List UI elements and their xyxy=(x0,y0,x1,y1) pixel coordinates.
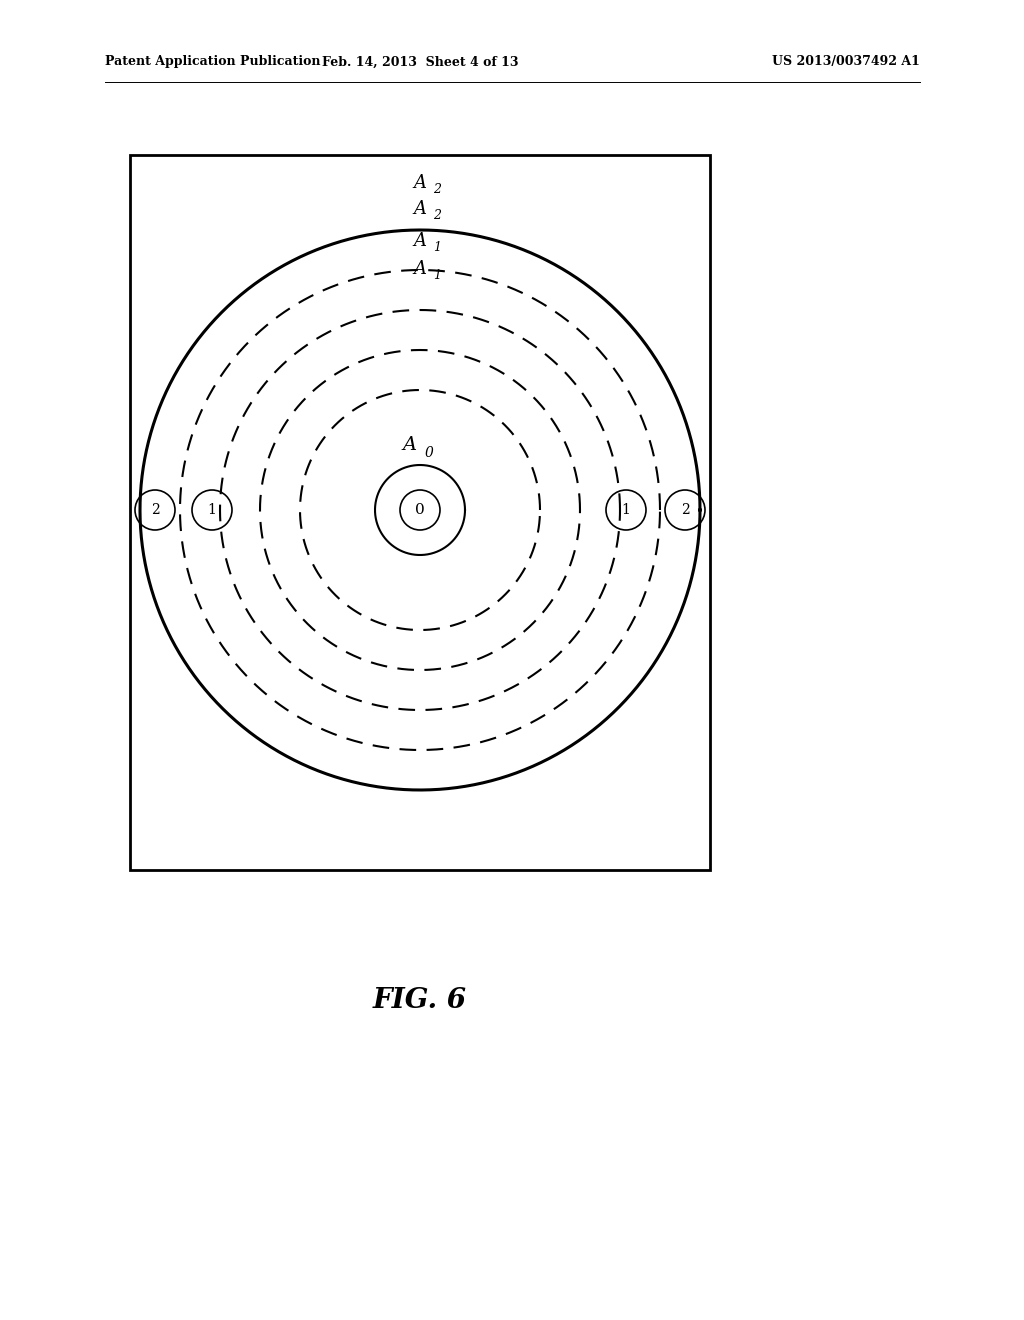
Text: 2: 2 xyxy=(681,503,689,517)
Text: 1: 1 xyxy=(622,503,631,517)
Text: 1: 1 xyxy=(433,269,441,282)
Text: A: A xyxy=(414,174,427,191)
Text: A: A xyxy=(414,260,427,279)
Text: 2: 2 xyxy=(433,183,441,195)
Text: Feb. 14, 2013  Sheet 4 of 13: Feb. 14, 2013 Sheet 4 of 13 xyxy=(322,55,518,69)
Text: 1: 1 xyxy=(208,503,216,517)
Text: US 2013/0037492 A1: US 2013/0037492 A1 xyxy=(772,55,920,69)
Text: 2: 2 xyxy=(151,503,160,517)
Text: 1: 1 xyxy=(433,242,441,253)
Text: 0: 0 xyxy=(415,503,425,517)
Text: 2: 2 xyxy=(433,209,441,222)
Text: A: A xyxy=(414,201,427,218)
Text: A: A xyxy=(414,232,427,249)
Text: A: A xyxy=(402,436,417,454)
Text: FIG. 6: FIG. 6 xyxy=(373,986,467,1014)
Text: Patent Application Publication: Patent Application Publication xyxy=(105,55,321,69)
Text: 0: 0 xyxy=(424,446,433,459)
